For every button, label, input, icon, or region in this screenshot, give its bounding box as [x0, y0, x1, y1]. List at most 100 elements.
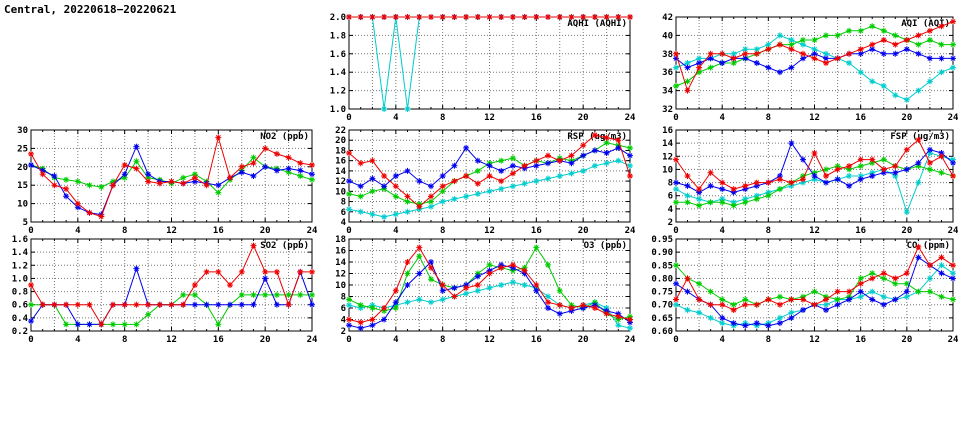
svg-text:4: 4 [341, 316, 347, 326]
svg-text:24: 24 [307, 335, 318, 345]
svg-text:20: 20 [901, 335, 912, 345]
svg-text:24: 24 [948, 226, 959, 236]
svg-text:1.4: 1.4 [12, 248, 29, 258]
svg-text:16: 16 [855, 226, 866, 236]
svg-text:24: 24 [948, 113, 959, 123]
svg-text:10: 10 [335, 187, 346, 197]
svg-text:4: 4 [393, 335, 399, 345]
svg-text:1.0: 1.0 [12, 274, 28, 284]
svg-text:25: 25 [17, 144, 28, 154]
svg-text:8: 8 [341, 293, 346, 303]
svg-text:FSP (ug/m3): FSP (ug/m3) [890, 132, 950, 142]
svg-text:20: 20 [578, 226, 589, 236]
svg-text:4: 4 [393, 226, 399, 236]
svg-text:4: 4 [719, 113, 725, 123]
svg-text:0: 0 [346, 113, 351, 123]
svg-text:NO2 (ppb): NO2 (ppb) [260, 132, 309, 142]
svg-text:8: 8 [440, 113, 445, 123]
svg-text:2: 2 [341, 327, 346, 337]
svg-text:42: 42 [662, 13, 673, 23]
svg-text:16: 16 [213, 226, 224, 236]
svg-text:12: 12 [166, 226, 177, 236]
svg-text:8: 8 [766, 113, 771, 123]
svg-text:24: 24 [625, 226, 636, 236]
svg-text:0: 0 [28, 226, 33, 236]
svg-text:12: 12 [166, 335, 177, 345]
svg-text:0: 0 [673, 113, 678, 123]
svg-text:1.0: 1.0 [330, 105, 346, 115]
svg-text:16: 16 [335, 157, 346, 167]
svg-text:20: 20 [260, 335, 271, 345]
svg-text:12: 12 [484, 226, 495, 236]
svg-text:8: 8 [122, 226, 127, 236]
svg-text:1.6: 1.6 [12, 235, 28, 245]
so2-plot: 0.2 0.4 0.6 0.8 1.0 1.2 1.4 1.6 0 4 8 12 16 20 24 SO2 (… [12, 235, 318, 345]
svg-text:22: 22 [335, 126, 346, 136]
svg-text:24: 24 [625, 113, 636, 123]
svg-text:0.95: 0.95 [651, 235, 673, 245]
svg-text:12: 12 [809, 335, 820, 345]
svg-text:0.75: 0.75 [651, 288, 673, 298]
svg-text:CO (ppm): CO (ppm) [907, 241, 950, 251]
svg-text:12: 12 [809, 226, 820, 236]
svg-text:4: 4 [341, 218, 347, 228]
svg-text:8: 8 [440, 335, 445, 345]
svg-text:18: 18 [335, 146, 346, 156]
svg-text:0: 0 [346, 335, 351, 345]
svg-text:10: 10 [17, 200, 28, 210]
svg-text:8: 8 [766, 226, 771, 236]
aqi-plot: 32 34 36 38 40 42 0 4 8 12 16 20 24 AQI (AQI) [662, 13, 959, 123]
svg-text:0.60: 0.60 [651, 327, 673, 337]
svg-text:AQI (AQI): AQI (AQI) [901, 19, 950, 29]
svg-text:0: 0 [28, 335, 33, 345]
svg-text:16: 16 [531, 226, 542, 236]
svg-text:O3 (ppb): O3 (ppb) [584, 241, 627, 251]
chart-aqhi: 1.0 1.2 1.4 1.6 1.8 2.0 0 4 8 12 16 20 24 AQHI (AQHI) [319, 10, 637, 125]
svg-text:12: 12 [662, 152, 673, 162]
svg-text:36: 36 [662, 68, 673, 78]
svg-text:8: 8 [668, 179, 673, 189]
svg-text:20: 20 [578, 335, 589, 345]
svg-text:12: 12 [809, 113, 820, 123]
svg-text:12: 12 [335, 270, 346, 280]
svg-text:30: 30 [17, 126, 28, 136]
svg-text:0.6: 0.6 [12, 301, 28, 311]
svg-text:16: 16 [855, 113, 866, 123]
svg-text:16: 16 [531, 113, 542, 123]
svg-text:20: 20 [901, 113, 912, 123]
svg-text:0.65: 0.65 [651, 314, 673, 324]
chart-aqi: 32 34 36 38 40 42 0 4 8 12 16 20 24 AQI (AQI) [646, 10, 960, 125]
svg-text:12: 12 [484, 335, 495, 345]
svg-text:1.8: 1.8 [330, 31, 346, 41]
svg-text:14: 14 [335, 258, 346, 268]
svg-text:20: 20 [578, 113, 589, 123]
svg-text:34: 34 [662, 87, 673, 97]
svg-text:14: 14 [662, 139, 673, 149]
svg-text:16: 16 [662, 126, 673, 136]
svg-text:4: 4 [75, 335, 81, 345]
svg-text:4: 4 [719, 335, 725, 345]
svg-text:38: 38 [662, 50, 673, 60]
chart-fsp: 2 4 6 8 10 12 14 16 0 4 8 12 16 20 24 FSP (ug/m3) [646, 123, 960, 238]
svg-text:14: 14 [335, 167, 346, 177]
svg-text:1.2: 1.2 [12, 261, 28, 271]
svg-text:4: 4 [668, 205, 674, 215]
svg-text:8: 8 [122, 335, 127, 345]
co-plot: 0.60 0.65 0.70 0.75 0.80 0.85 0.90 0.95 0 4 8 12 16 2… [651, 235, 959, 345]
svg-text:1.4: 1.4 [330, 68, 347, 78]
svg-text:4: 4 [393, 113, 399, 123]
svg-text:0.2: 0.2 [12, 327, 28, 337]
svg-text:16: 16 [531, 335, 542, 345]
svg-text:8: 8 [440, 226, 445, 236]
svg-text:0: 0 [346, 226, 351, 236]
svg-text:16: 16 [213, 335, 224, 345]
chart-no2: 5 10 15 20 25 30 0 4 8 12 16 20 24 NO2 (ppb) [1, 123, 319, 238]
svg-text:SO2 (ppb): SO2 (ppb) [260, 241, 309, 251]
svg-text:0.80: 0.80 [651, 274, 673, 284]
svg-text:20: 20 [901, 226, 912, 236]
chart-rsp: 4 6 8 10 12 14 16 18 20 22 0 4 8 12 16 20 24 RSP (ug/m3) [319, 123, 637, 238]
